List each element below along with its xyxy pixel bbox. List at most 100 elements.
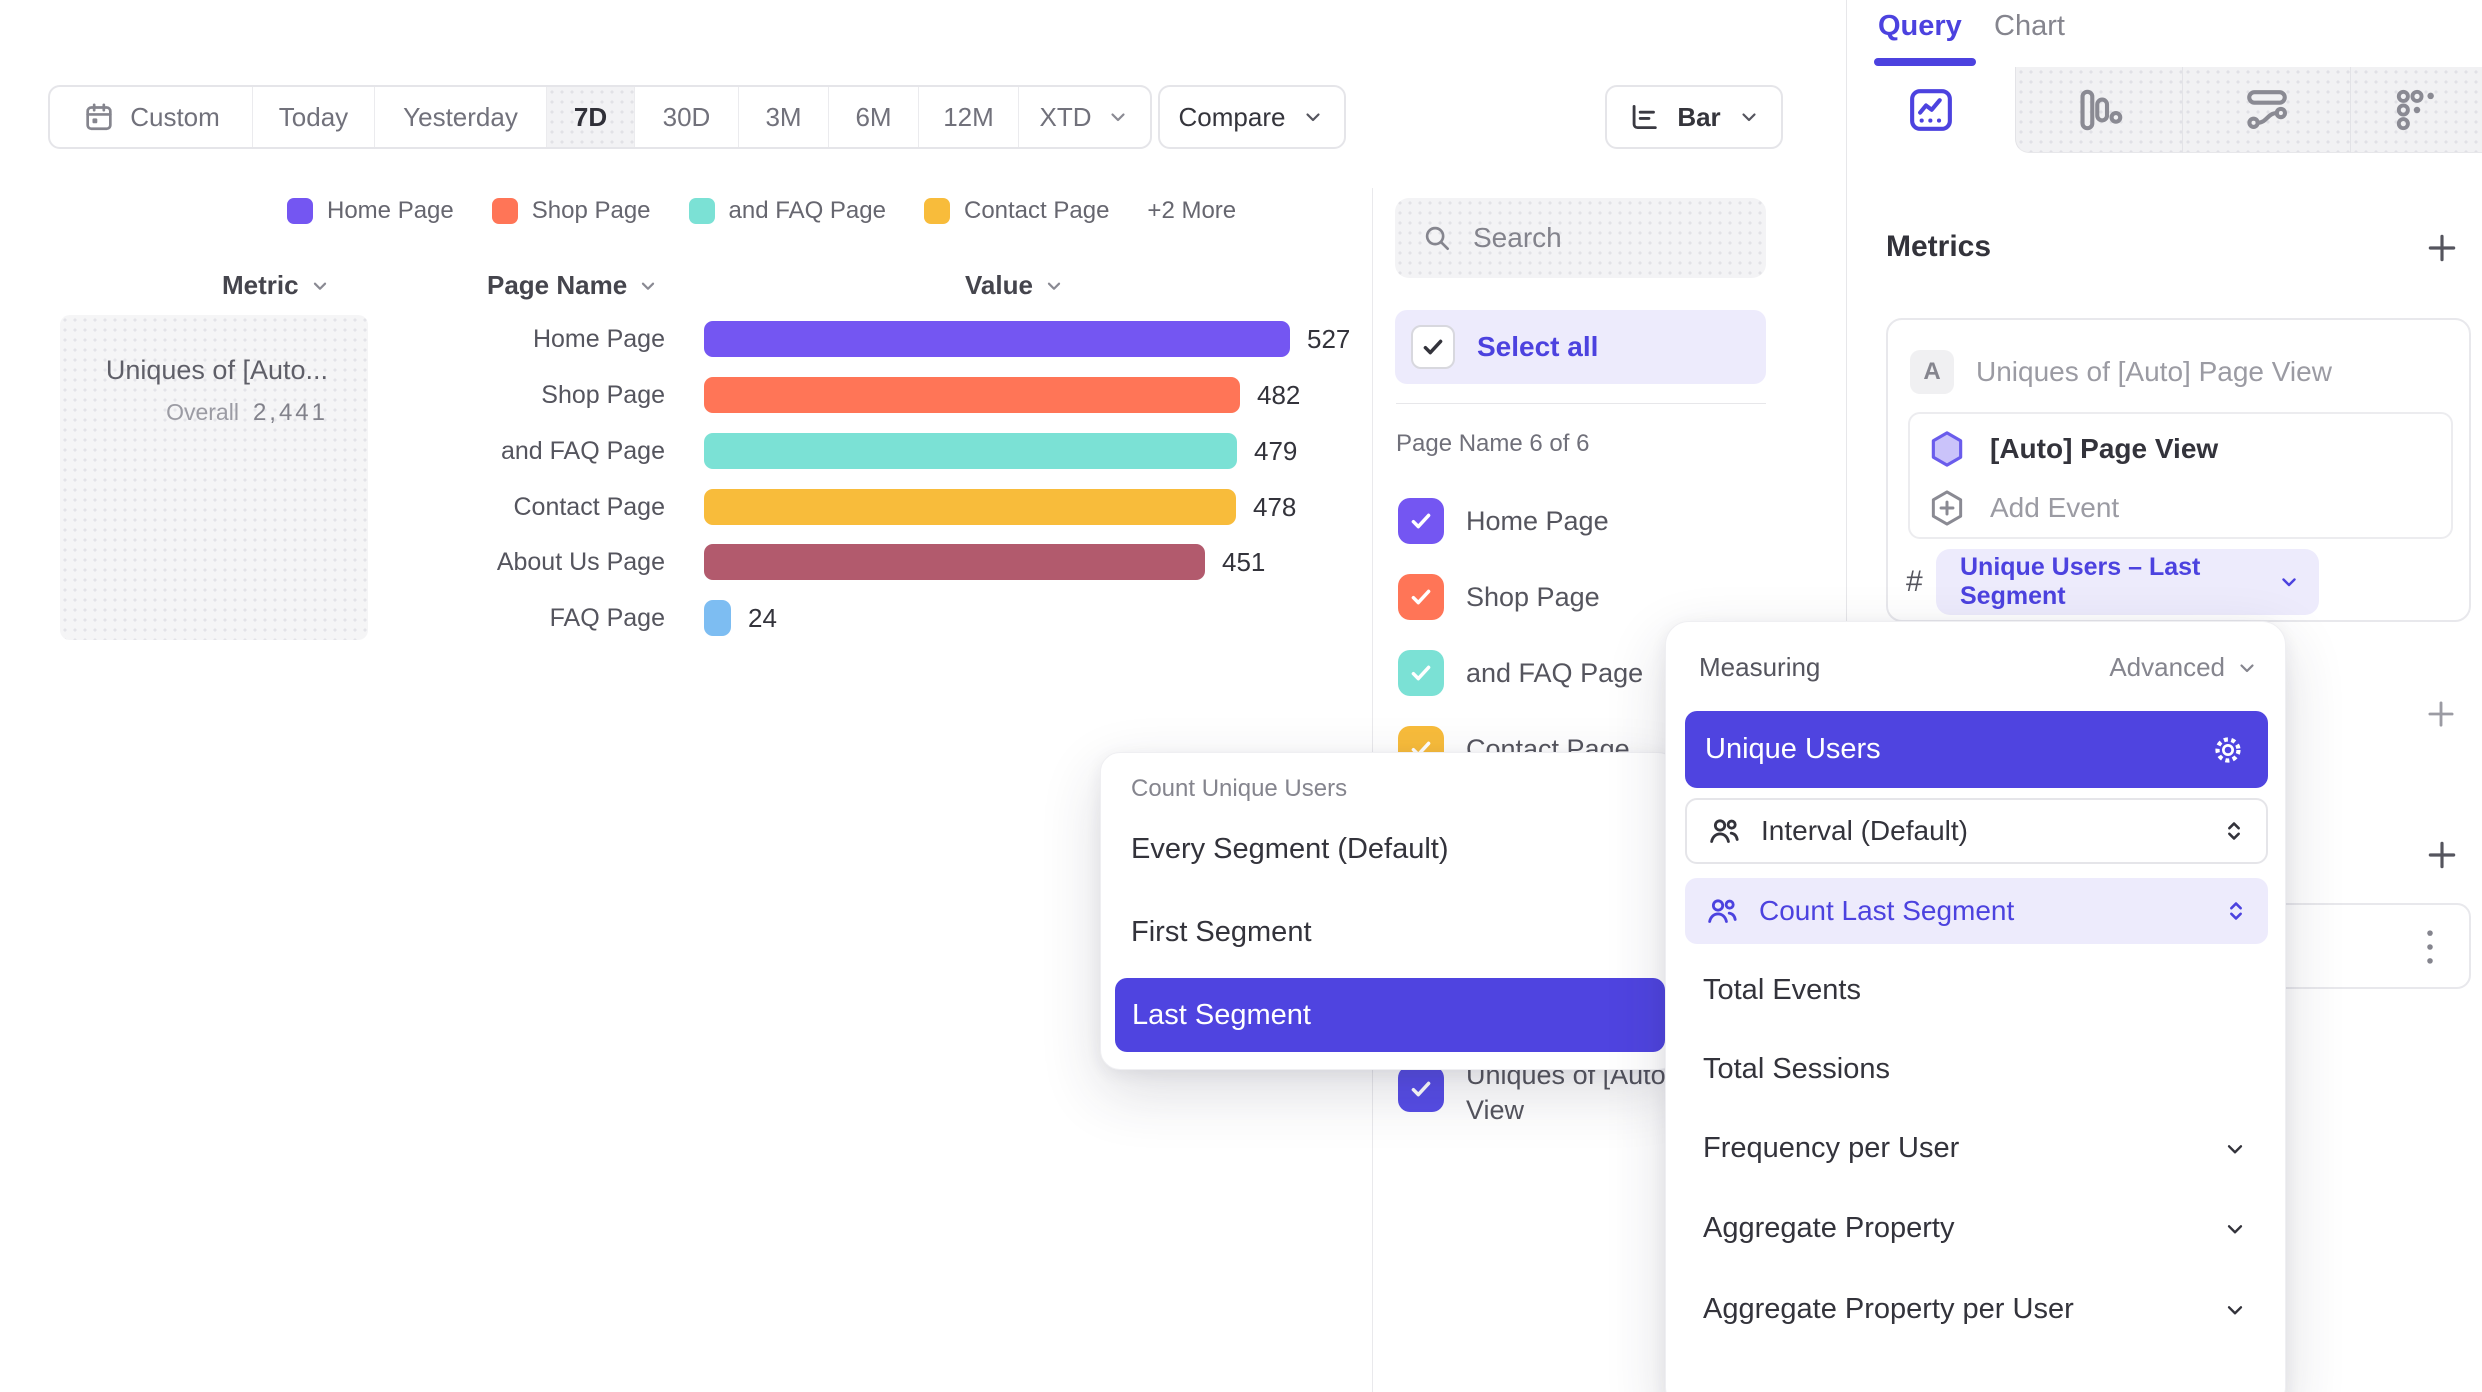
funnel-icon	[2073, 84, 2125, 136]
tab-chart[interactable]: Chart	[1994, 10, 2065, 42]
date-range-7d[interactable]: 7D	[546, 87, 634, 147]
event-row[interactable]: [Auto] Page View	[1926, 428, 2218, 470]
filter-option-home-page[interactable]: Home Page	[1398, 498, 1609, 544]
chart-type-button[interactable]: Bar	[1605, 85, 1783, 149]
add-filter-button[interactable]	[2422, 695, 2460, 733]
date-range-today[interactable]: Today	[252, 87, 374, 147]
chevron-down-icon	[2235, 656, 2259, 680]
chevron-down-icon	[1737, 105, 1761, 129]
option-label: Unique Users	[1705, 733, 1881, 765]
legend-item[interactable]: Shop Page	[491, 197, 651, 225]
metric-cell-title: Uniques of [Auto...	[105, 355, 328, 385]
date-range-label: Custom	[130, 101, 220, 132]
date-range-label: Today	[278, 101, 349, 132]
add-breakdown-button[interactable]	[2422, 835, 2462, 875]
column-header-metric[interactable]: Metric	[222, 270, 331, 301]
bar-row: Shop Page 482	[380, 377, 1300, 413]
column-header-label: Value	[965, 270, 1033, 300]
measurement-pill[interactable]: Unique Users – Last Segment	[1936, 549, 2319, 615]
option-total-sessions[interactable]: Total Sessions	[1703, 1053, 2248, 1086]
gear-icon[interactable]	[2210, 732, 2246, 768]
advanced-toggle[interactable]: Advanced	[2109, 652, 2259, 683]
column-header-page-name[interactable]: Page Name	[487, 270, 659, 301]
filter-option-label: Shop Page	[1466, 581, 1600, 612]
row-label: Interval (Default)	[1761, 815, 1968, 846]
bar-value-label: 24	[748, 602, 777, 633]
select-all-row[interactable]: Select all	[1395, 310, 1766, 384]
option-aggregate-property[interactable]: Aggregate Property	[1703, 1212, 2248, 1245]
legend-more[interactable]: +2 More	[1147, 197, 1237, 224]
option-aggregate-property-per-user[interactable]: Aggregate Property per User	[1703, 1293, 2248, 1326]
search-input[interactable]	[1471, 221, 1725, 255]
bar-category-label: Contact Page	[513, 492, 666, 521]
option-unique-users-selected[interactable]: Unique Users	[1685, 711, 2268, 788]
metric-cell[interactable]: Uniques of [Auto... Overall 2,441	[60, 315, 368, 640]
calendar-icon	[82, 100, 116, 134]
bar[interactable]	[704, 489, 1236, 525]
bar[interactable]	[704, 377, 1240, 413]
tab-insights-selected[interactable]	[1847, 67, 2015, 153]
option-label: Aggregate Property	[1703, 1212, 1955, 1244]
date-range-custom[interactable]: Custom	[50, 87, 252, 147]
date-range-label: 12M	[943, 101, 994, 132]
filter-option-and-faq-page[interactable]: and FAQ Page	[1398, 650, 1643, 696]
checkbox-checked[interactable]	[1398, 1066, 1444, 1112]
checkbox-checked[interactable]	[1398, 650, 1444, 696]
compare-button[interactable]: Compare	[1158, 85, 1346, 149]
legend-item[interactable]: Home Page	[287, 197, 454, 225]
date-range-6m[interactable]: 6M	[828, 87, 918, 147]
checkbox-checked[interactable]	[1398, 498, 1444, 544]
people-icon	[1707, 814, 1741, 848]
legend-item[interactable]: and FAQ Page	[688, 197, 886, 225]
tab-query[interactable]: Query	[1878, 10, 1962, 42]
add-event-row[interactable]: Add Event	[1926, 487, 2119, 529]
date-range-3m[interactable]: 3M	[738, 87, 828, 147]
option-last-segment-selected[interactable]: Last Segment	[1115, 978, 1665, 1052]
option-every-segment[interactable]: Every Segment (Default)	[1131, 833, 1449, 865]
date-range-yesterday[interactable]: Yesterday	[374, 87, 546, 147]
legend-swatch	[923, 198, 950, 224]
metric-cell-overall: Overall 2,441	[76, 399, 328, 427]
legend-swatch	[688, 198, 715, 224]
legend-swatch	[491, 198, 518, 224]
date-range-xtd[interactable]: XTD	[1018, 87, 1150, 147]
event-card: [Auto] Page View Add Event	[1908, 412, 2453, 539]
column-header-value[interactable]: Value	[965, 270, 1065, 301]
filter-option-shop-page[interactable]: Shop Page	[1398, 574, 1600, 620]
date-range-label: 7D	[573, 101, 608, 132]
add-metric-button[interactable]	[2422, 228, 2462, 268]
bar-value-label: 478	[1253, 491, 1297, 522]
measuring-title: Measuring	[1699, 652, 1821, 682]
checkbox-select-all[interactable]	[1411, 325, 1455, 369]
bar[interactable]	[704, 321, 1290, 357]
row-count-last-segment[interactable]: Count Last Segment	[1685, 878, 2268, 944]
bar-row: and FAQ Page 479	[380, 433, 1297, 469]
measuring-header-row: Measuring Advanced	[1699, 652, 2259, 683]
bar[interactable]	[704, 600, 731, 636]
option-first-segment[interactable]: First Segment	[1131, 916, 1312, 948]
date-range-30d[interactable]: 30D	[634, 87, 738, 147]
number-format-icon: #	[1906, 565, 1923, 598]
chevron-down-icon	[2222, 1297, 2248, 1323]
option-label: Total Events	[1703, 974, 1861, 1006]
row-interval-default[interactable]: Interval (Default)	[1685, 798, 2268, 864]
dots-vertical-icon[interactable]	[2413, 922, 2447, 972]
legend-item[interactable]: Contact Page	[923, 197, 1109, 225]
tab-funnels[interactable]	[2015, 67, 2182, 153]
chart-legend: Home Page Shop Page and FAQ Page Contact…	[287, 197, 1236, 225]
chevron-down-icon	[1043, 275, 1065, 297]
tab-flows[interactable]	[2182, 67, 2350, 153]
legend-label: and FAQ Page	[728, 197, 886, 224]
checkbox-checked[interactable]	[1398, 574, 1444, 620]
date-range-label: XTD	[1039, 101, 1092, 132]
bar[interactable]	[704, 544, 1205, 580]
date-range-12m[interactable]: 12M	[918, 87, 1018, 147]
option-total-events[interactable]: Total Events	[1703, 974, 2248, 1007]
bar[interactable]	[704, 433, 1237, 469]
count-unique-users-popup: Count Unique Users Every Segment (Defaul…	[1100, 752, 1678, 1070]
date-range-label: Yesterday	[403, 101, 518, 132]
tab-retention[interactable]	[2350, 67, 2482, 153]
metric-card-title: Uniques of [Auto] Page View	[1976, 356, 2332, 387]
hexagon-icon	[1926, 428, 1968, 470]
option-frequency-per-user[interactable]: Frequency per User	[1703, 1132, 2248, 1165]
